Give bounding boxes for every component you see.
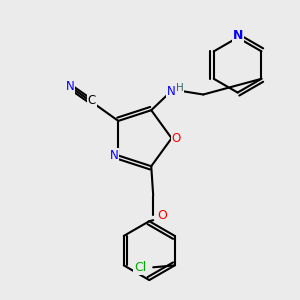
Text: N: N xyxy=(110,149,119,162)
Text: O: O xyxy=(157,209,167,222)
Text: N: N xyxy=(167,85,175,98)
Text: O: O xyxy=(172,132,181,145)
Text: N: N xyxy=(66,80,75,93)
Text: N: N xyxy=(232,29,243,42)
Text: H: H xyxy=(176,82,184,93)
Text: C: C xyxy=(88,94,96,107)
Text: Cl: Cl xyxy=(134,261,146,274)
